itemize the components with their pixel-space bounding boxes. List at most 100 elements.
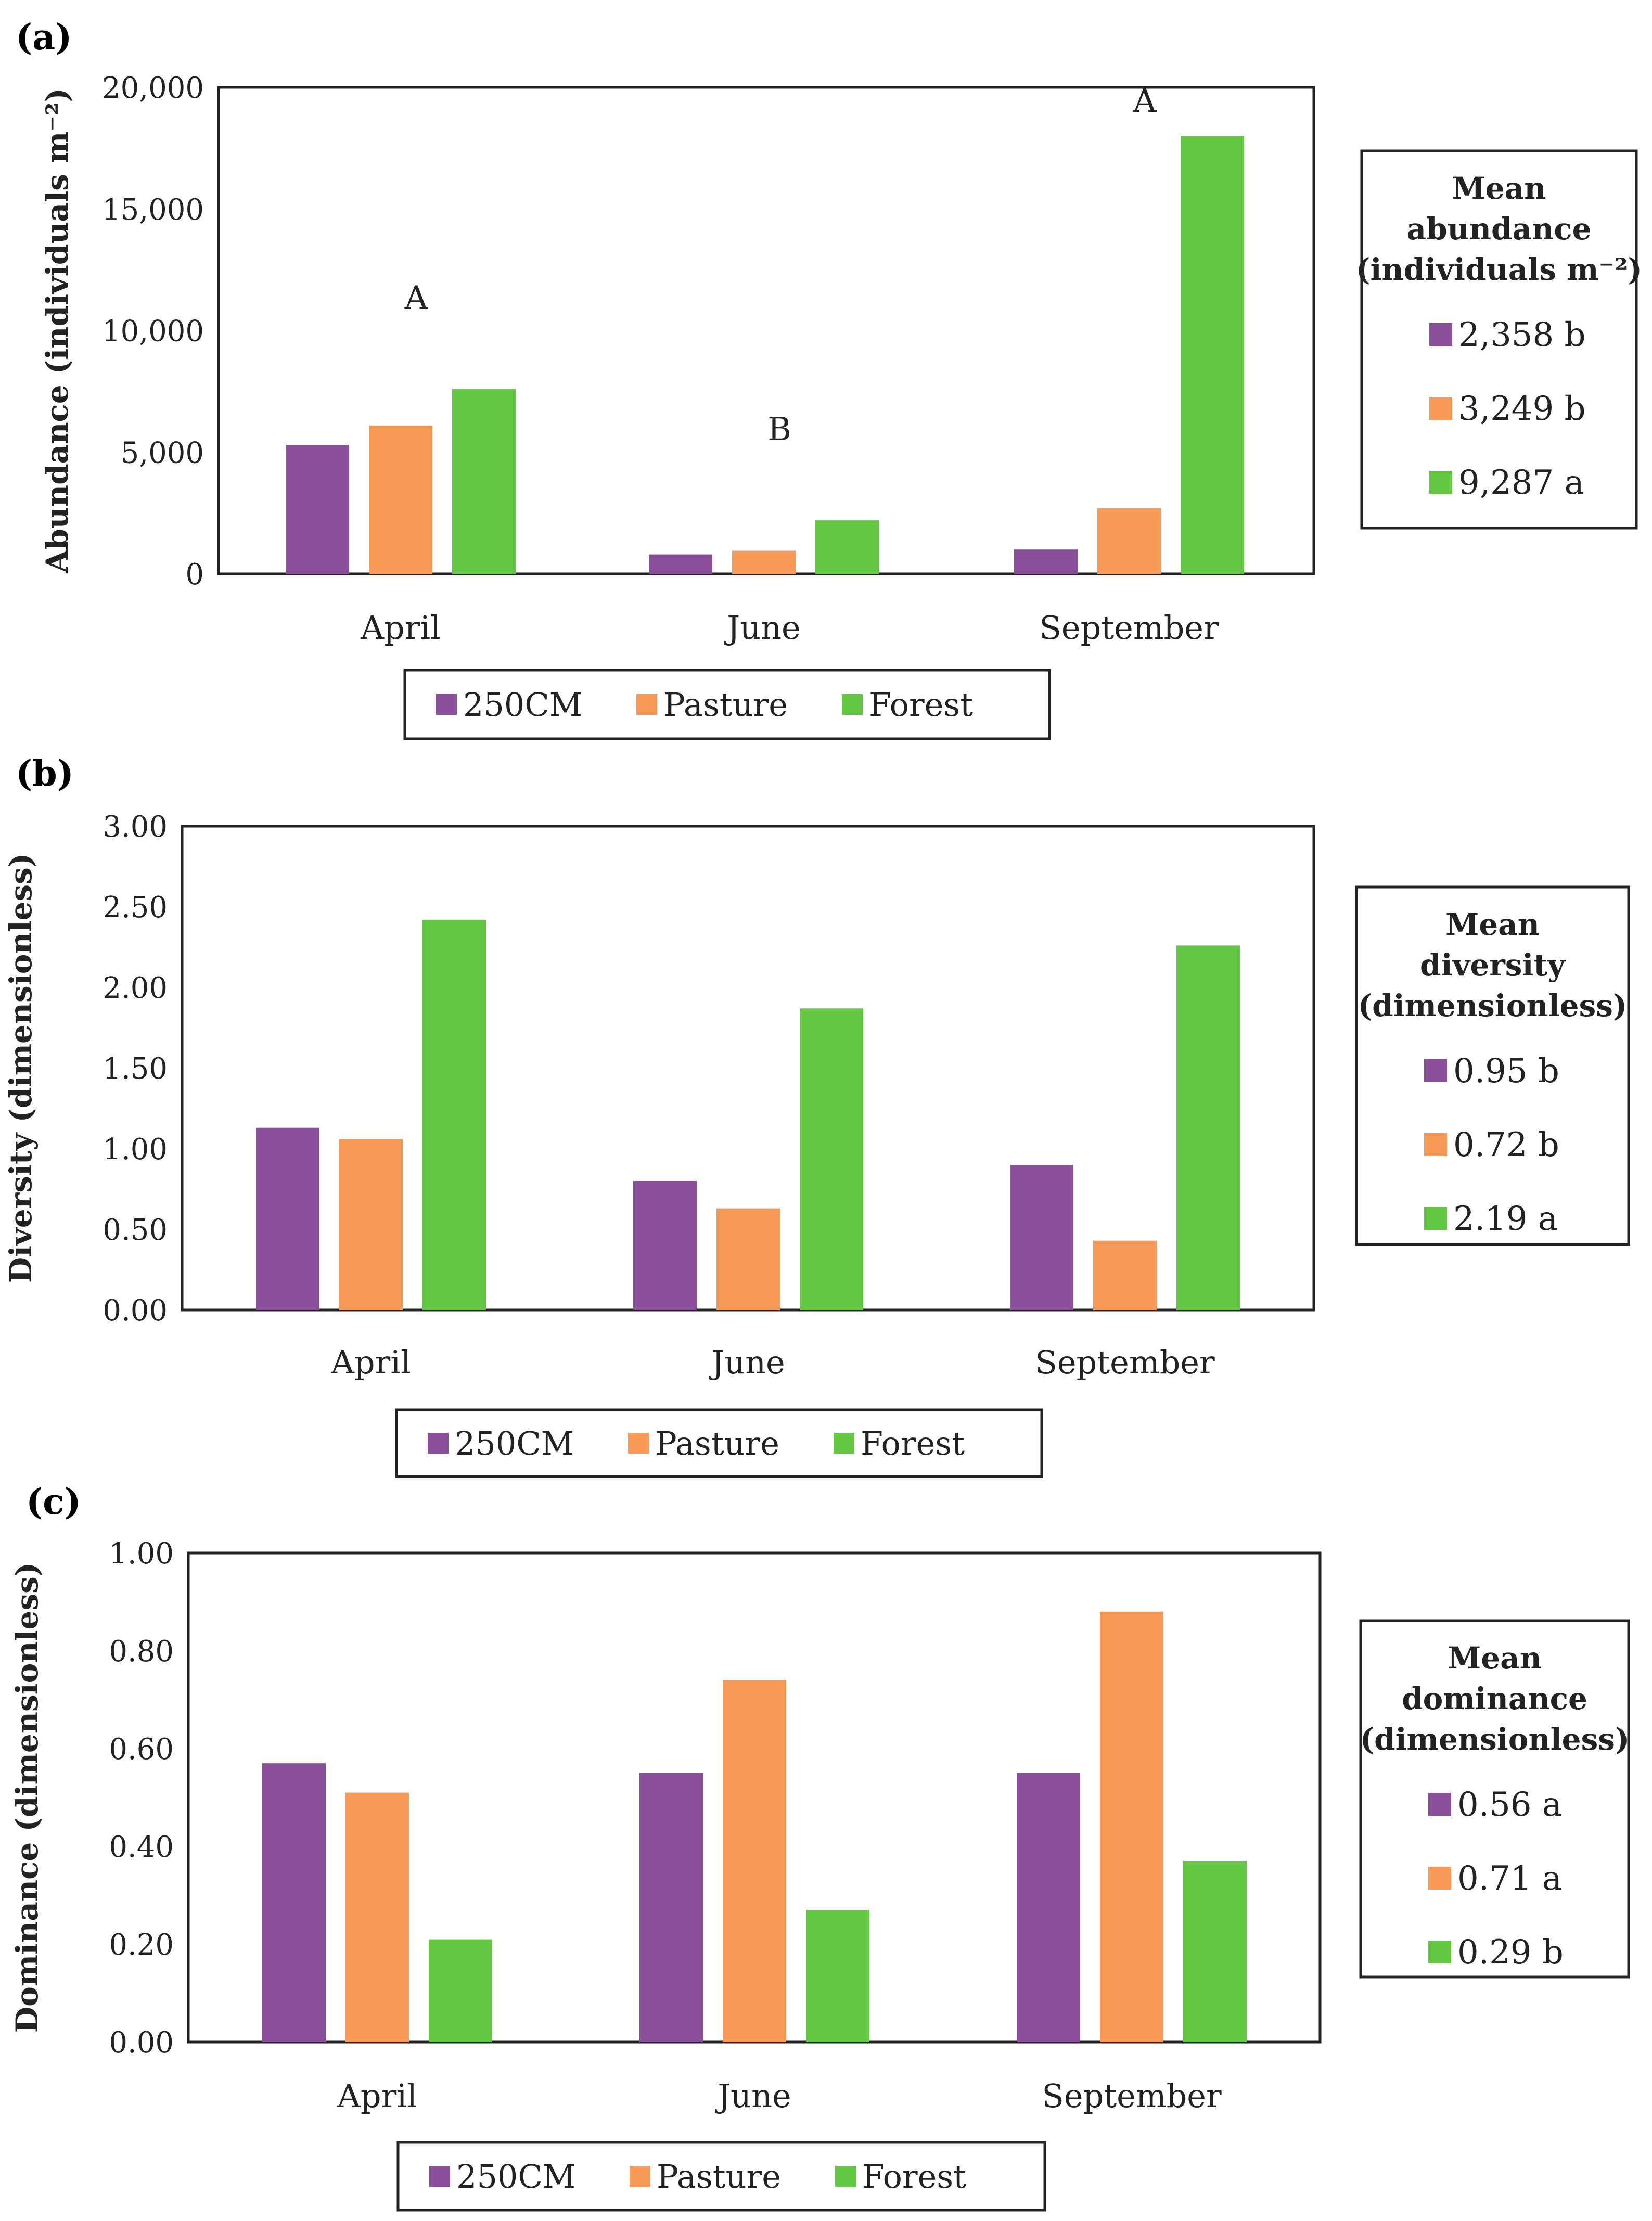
summary-swatch-250cm [1424, 1059, 1447, 1082]
legend-swatch-250cm [436, 694, 457, 715]
y-tick-label: 0 [185, 558, 204, 592]
summary-box [1359, 1619, 1630, 1979]
bar-250cm-september [1014, 549, 1078, 574]
bar-250cm-june [639, 1773, 703, 2042]
y-tick-label: 10,000 [102, 315, 204, 349]
y-axis-label: Diversity (dimensionless) [3, 853, 39, 1283]
summary-box [1355, 885, 1630, 1246]
summary-title-line: diversity [1420, 947, 1566, 983]
bar-250cm-april [256, 1127, 319, 1310]
summary-swatch-pasture [1428, 1867, 1451, 1890]
bar-pasture-april [345, 1792, 409, 2042]
summary-value-250cm: 0.56 a [1457, 1786, 1562, 1824]
legend-label-250cm: 250CM [456, 2158, 575, 2196]
bar-forest-september [1176, 945, 1240, 1310]
legend-label-250cm: 250CM [463, 686, 582, 724]
legend-box [396, 2141, 1046, 2212]
bar-pasture-june [732, 550, 796, 574]
summary-value-forest: 2.19 a [1453, 1200, 1558, 1238]
x-tick-label-april: April [337, 2077, 417, 2115]
summary-title-line: dominance [1402, 1681, 1587, 1716]
legend-label-forest: Forest [861, 1424, 965, 1462]
bar-pasture-april [339, 1139, 403, 1310]
summary-value-250cm: 2,358 b [1458, 316, 1586, 354]
y-tick-label: 1.50 [103, 1052, 168, 1086]
summary-swatch-forest [1429, 471, 1452, 494]
x-tick-label-september: September [1042, 2077, 1222, 2115]
bar-forest-september [1183, 1861, 1247, 2042]
legend-swatch-pasture [628, 1433, 649, 1454]
panel-label: (c) [26, 1481, 81, 1523]
legend-box [395, 1408, 1043, 1478]
legend-label-pasture: Pasture [657, 2158, 781, 2196]
bar-forest-june [806, 1910, 869, 2042]
legend-swatch-pasture [630, 2166, 650, 2187]
y-tick-label: 5,000 [121, 436, 204, 470]
y-tick-label: 20,000 [102, 71, 204, 105]
summary-title-line: Mean [1445, 907, 1540, 942]
y-tick-label: 0.80 [109, 1635, 174, 1668]
y-tick-label: 0.60 [109, 1732, 174, 1766]
y-tick-label: 0.40 [109, 1830, 174, 1864]
significance-letter: A [404, 278, 429, 316]
legend-label-250cm: 250CM [455, 1424, 574, 1462]
y-tick-label: 3.00 [103, 810, 168, 844]
bar-pasture-june [723, 1680, 786, 2042]
panel-label: (a) [16, 17, 72, 58]
legend-swatch-250cm [429, 2166, 450, 2187]
x-tick-label-september: September [1035, 1343, 1215, 1381]
bar-pasture-june [716, 1208, 780, 1310]
summary-title-line: (dimensionless) [1360, 1722, 1630, 1757]
bar-250cm-june [633, 1181, 697, 1310]
x-tick-label-september: September [1039, 609, 1219, 647]
y-tick-label: 0.20 [109, 1928, 174, 1962]
bar-250cm-april [286, 445, 349, 574]
bar-pasture-september [1097, 508, 1161, 574]
summary-value-250cm: 0.95 b [1453, 1052, 1559, 1090]
summary-title-line: abundance [1407, 211, 1592, 247]
legend-swatch-forest [834, 1433, 854, 1454]
summary-swatch-forest [1424, 1207, 1447, 1230]
summary-title-line: Mean [1448, 1640, 1542, 1676]
legend-swatch-250cm [428, 1433, 449, 1454]
summary-title-line: Mean [1452, 171, 1546, 206]
summary-value-forest: 0.29 b [1457, 1933, 1564, 1972]
y-axis-label: Dominance (dimensionless) [9, 1562, 45, 2033]
summary-swatch-pasture [1429, 397, 1452, 420]
bar-forest-april [422, 919, 486, 1310]
y-tick-label: 1.00 [103, 1133, 168, 1166]
chart-panel-a: (a) 0 5,000 10,000 15,000 20,000 Abundance (in… [16, 17, 1642, 740]
bar-pasture-september [1093, 1240, 1157, 1310]
x-tick-label-june: June [724, 609, 800, 647]
y-tick-label: 2.00 [103, 971, 168, 1005]
x-tick-label-april: April [360, 609, 441, 647]
significance-letter: B [767, 410, 791, 448]
summary-swatch-250cm [1429, 323, 1452, 346]
summary-title-line: (dimensionless) [1358, 988, 1628, 1023]
legend-label-pasture: Pasture [663, 686, 788, 724]
x-tick-label-june: June [708, 1343, 785, 1381]
bar-forest-april [452, 389, 516, 574]
x-tick-label-june: June [714, 2077, 791, 2115]
y-axis-label: Abundance (individuals m⁻²) [40, 88, 75, 574]
summary-swatch-pasture [1424, 1133, 1447, 1156]
bar-forest-september [1181, 136, 1244, 574]
y-tick-label: 0.00 [109, 2026, 174, 2060]
bar-forest-april [429, 1939, 492, 2042]
summary-value-forest: 9,287 a [1458, 464, 1584, 502]
summary-value-pasture: 3,249 b [1458, 390, 1586, 428]
bar-pasture-april [369, 425, 432, 574]
legend-swatch-forest [835, 2166, 856, 2187]
y-tick-label: 0.00 [103, 1294, 168, 1328]
summary-title-line: (individuals m⁻²) [1356, 252, 1642, 287]
y-tick-label: 1.00 [109, 1537, 174, 1571]
bar-250cm-september [1010, 1165, 1073, 1310]
bar-forest-june [815, 520, 879, 574]
x-tick-label-april: April [330, 1343, 411, 1381]
y-tick-label: 15,000 [102, 193, 204, 227]
legend-label-forest: Forest [869, 686, 973, 724]
chart-panel-c: (c) 0.00 0.20 0.40 0.60 0.80 1.00 Dominance (di… [9, 1481, 1630, 2212]
bar-pasture-september [1100, 1611, 1163, 2042]
legend-label-pasture: Pasture [655, 1424, 779, 1462]
